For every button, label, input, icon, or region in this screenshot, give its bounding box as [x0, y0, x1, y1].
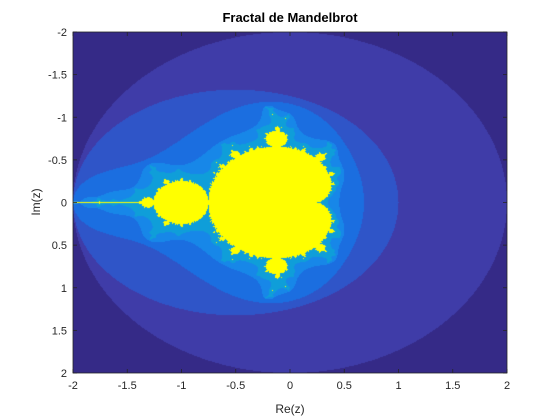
y-tick-label: -2 [57, 27, 67, 39]
y-tick-label: 1.5 [52, 325, 67, 337]
x-tick-label: 2 [504, 380, 510, 392]
x-tick-label: -2 [68, 380, 78, 392]
y-tick-label: -1 [57, 112, 67, 124]
plot-area [73, 32, 507, 373]
y-tick-label: 0.5 [52, 240, 67, 252]
fractal-image [73, 32, 507, 373]
x-axis: -2 -1.5 -1 -0.5 0 0.5 1 1.5 2 [68, 32, 510, 392]
y-axis-label: Im(z) [29, 188, 43, 215]
y-tick-label: -0.5 [48, 155, 67, 167]
x-tick-label: -1.5 [118, 380, 137, 392]
chart-title: Fractal de Mandelbrot [222, 10, 358, 25]
x-tick-label: -0.5 [226, 380, 245, 392]
y-tick-label: 1 [61, 283, 67, 295]
y-tick-label: -1.5 [48, 70, 67, 82]
y-axis: -2 -1.5 -1 -0.5 0 0.5 1 1.5 2 [48, 27, 507, 380]
x-tick-label: 0 [287, 380, 293, 392]
y-tick-label: 0 [61, 198, 67, 210]
y-tick-label: 2 [61, 368, 67, 380]
x-axis-label: Re(z) [275, 402, 304, 416]
x-tick-label: 1 [395, 380, 401, 392]
x-tick-label: -1 [177, 380, 187, 392]
x-tick-label: 1.5 [445, 380, 460, 392]
x-tick-label: 0.5 [337, 380, 352, 392]
